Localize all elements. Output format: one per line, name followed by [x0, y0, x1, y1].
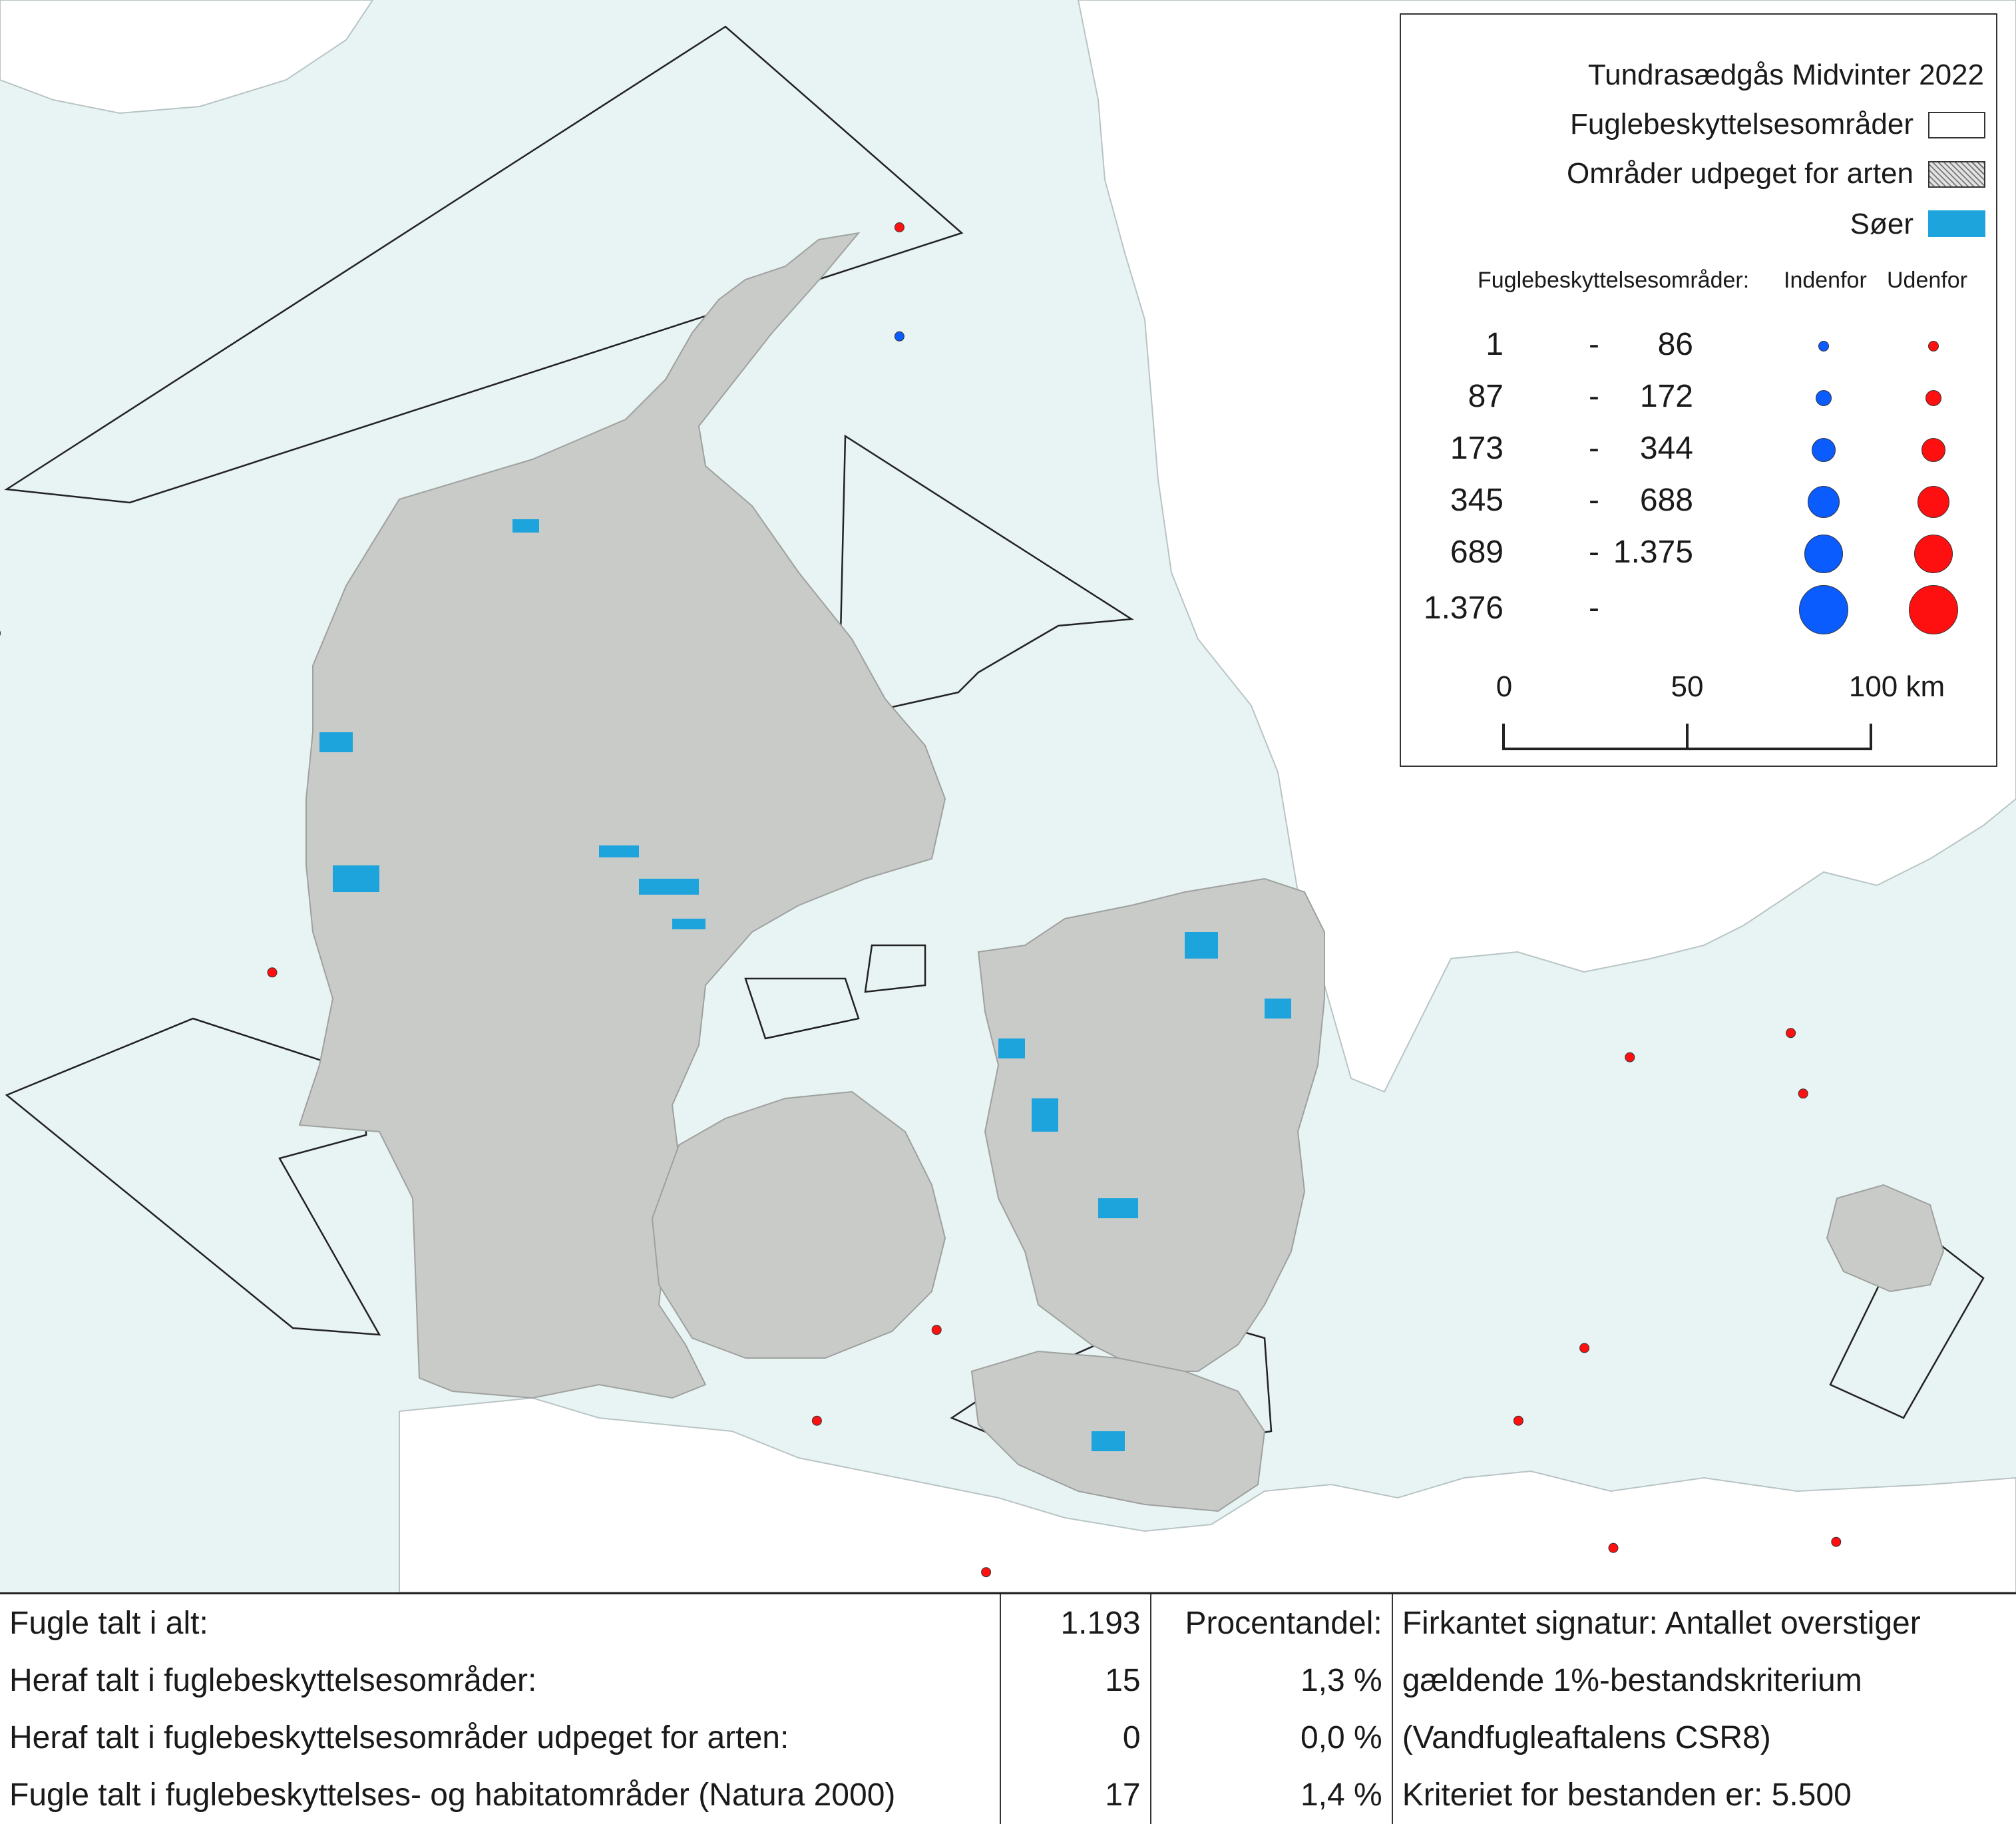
stats-row: Heraf talt i fuglebeskyttelsesområder: 15…: [0, 1652, 2016, 1710]
observation-point: [931, 1325, 942, 1335]
legend-title: Tundrasædgås Midvinter 2022: [1587, 59, 1984, 91]
stats-note: gældende 1%-bestandskriterium: [1391, 1652, 2016, 1710]
class-to: 1.375: [1613, 535, 1693, 570]
class-dash: -: [1589, 431, 1599, 466]
stats-label: Fugle talt i alt:: [9, 1605, 208, 1641]
stats-label: Heraf talt i fuglebeskyttelsesområder:: [9, 1662, 537, 1698]
stats-pct: 1,3 %: [1149, 1652, 1392, 1710]
observation-point: [1831, 1536, 1842, 1547]
class-from: 1: [1486, 327, 1504, 362]
class-to: 86: [1657, 327, 1693, 362]
class-dash: -: [1589, 379, 1599, 414]
observation-point: [811, 1415, 822, 1426]
stats-value: 17: [999, 1766, 1151, 1824]
class-dash: -: [1589, 590, 1599, 626]
stats-pct: Procentandel:: [1149, 1594, 1392, 1652]
legend-lakes-label: Søer: [1850, 208, 1914, 240]
legend: Tundrasædgås Midvinter 2022 Fuglebeskytt…: [1400, 13, 1997, 767]
observation-point: [1608, 1542, 1619, 1553]
observation-points: [0, 222, 1842, 1578]
outside-header: Udenfor: [1887, 268, 1967, 293]
legend-inside-symbol: [1804, 535, 1843, 573]
legend-outside-symbol: [1909, 585, 1958, 634]
scale-max: 100 km: [1848, 670, 1945, 703]
bornholm: [1826, 1184, 1945, 1293]
class-to: 688: [1639, 483, 1693, 518]
class-dash: -: [1589, 535, 1599, 570]
legend-outside-symbol: [1921, 438, 1945, 462]
funen: [651, 1090, 946, 1359]
observation-point: [894, 222, 905, 232]
class-from: 87: [1468, 379, 1504, 414]
class-from: 689: [1450, 535, 1504, 570]
observation-point: [267, 967, 278, 978]
norway-coast: [0, 0, 374, 114]
inside-header: Indenfor: [1784, 268, 1867, 293]
stats-label: Heraf talt i fuglebeskyttelsesområder ud…: [9, 1720, 789, 1756]
class-from: 1.376: [1423, 590, 1504, 626]
legend-inside-symbol: [1808, 486, 1840, 518]
legend-inside-symbol: [1812, 438, 1836, 462]
size-header: Fuglebeskyttelsesområder:: [1478, 268, 1750, 293]
lakes: [319, 519, 1291, 1451]
scale-bar: [1502, 724, 1872, 750]
stats-row: Fugle talt i fuglebeskyttelses- og habit…: [0, 1766, 2016, 1824]
observation-point: [1625, 1052, 1635, 1062]
legend-inside-symbol: [1799, 585, 1848, 634]
legend-bird-areas-label: Fuglebeskyttelsesområder: [1569, 108, 1914, 140]
stats-value: 0: [999, 1709, 1151, 1767]
stats-note: Firkantet signatur: Antallet overstiger: [1391, 1594, 2016, 1652]
stats-value: 1.193: [999, 1594, 1151, 1652]
legend-inside-symbol: [1816, 390, 1832, 406]
class-to: 172: [1639, 379, 1693, 414]
stats-value: 15: [999, 1652, 1151, 1710]
lakes-swatch: [1928, 210, 1985, 237]
stats-label: Fugle talt i fuglebeskyttelses- og habit…: [9, 1777, 896, 1813]
designated-areas-swatch: [1928, 161, 1985, 188]
bird-areas-swatch: [1928, 112, 1985, 138]
observation-point: [1798, 1088, 1808, 1099]
observation-point: [1513, 1415, 1523, 1426]
stats-pct: 0,0 %: [1149, 1709, 1392, 1767]
class-to: 344: [1639, 431, 1693, 466]
class-dash: -: [1589, 483, 1599, 518]
scale-mid: 50: [1671, 670, 1704, 703]
legend-inside-symbol: [1818, 341, 1829, 351]
stats-note: (Vandfugleaftalens CSR8): [1391, 1709, 2016, 1767]
stats-note: Kriteriet for bestanden er: 5.500: [1391, 1766, 2016, 1824]
observation-point: [1579, 1343, 1590, 1353]
legend-outside-symbol: [1928, 341, 1939, 351]
statistics-table: Fugle talt i alt: 1.193 Procentandel: Firka…: [0, 1592, 2016, 1826]
legend-outside-symbol: [1917, 486, 1949, 518]
jutland: [298, 232, 946, 1399]
observation-point: [0, 630, 1, 636]
zealand: [977, 877, 1325, 1372]
class-dash: -: [1589, 327, 1599, 362]
legend-outside-symbol: [1914, 535, 1953, 573]
stats-row: Fugle talt i alt: 1.193 Procentandel: Firka…: [0, 1594, 2016, 1652]
legend-designated-label: Områder udpeget for arten: [1567, 157, 1914, 190]
stats-pct: 1,4 %: [1149, 1766, 1392, 1824]
observation-point: [1786, 1028, 1796, 1038]
observation-point: [894, 331, 905, 342]
legend-outside-symbol: [1925, 390, 1941, 406]
class-from: 173: [1450, 431, 1504, 466]
stats-row: Heraf talt i fuglebeskyttelsesområder ud…: [0, 1709, 2016, 1767]
scale-zero: 0: [1496, 670, 1513, 703]
class-from: 345: [1450, 483, 1504, 518]
observation-point: [981, 1567, 992, 1578]
